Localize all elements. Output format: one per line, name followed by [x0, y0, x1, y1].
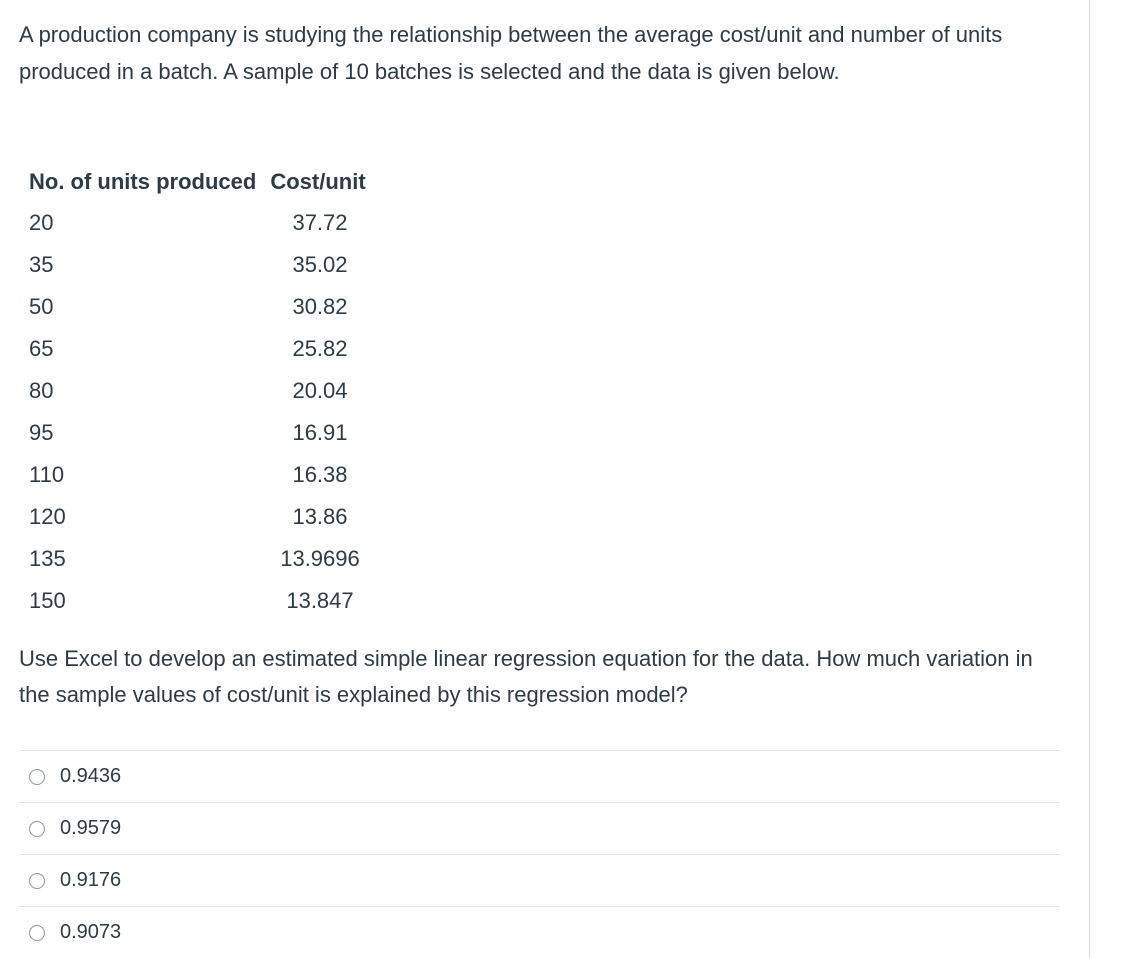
answer-label: 0.9579	[60, 817, 122, 839]
table-row: 120 13.86	[19, 496, 370, 538]
answer-option[interactable]: 0.9176	[19, 854, 1060, 906]
cost-cell: 37.72	[292, 210, 348, 235]
table-row: 50 30.82	[19, 286, 370, 328]
cost-cell: 13.9696	[280, 546, 360, 571]
radio-button[interactable]	[29, 924, 45, 941]
answer-label: 0.9176	[60, 869, 122, 891]
radio-button[interactable]	[29, 872, 45, 889]
answer-options: 0.9436 0.9579 0.9176 0.9073	[19, 750, 1060, 958]
answer-option[interactable]: 0.9579	[19, 802, 1060, 854]
cost-cell: 20.04	[292, 378, 348, 403]
table-row: 110 16.38	[19, 454, 370, 496]
table-row: 35 35.02	[19, 244, 370, 286]
header-units: No. of units produced	[29, 169, 257, 194]
question-intro: A production company is studying the rel…	[19, 22, 1003, 84]
cost-cell: 30.82	[292, 294, 348, 319]
units-cell: 50	[29, 294, 54, 319]
units-cell: 135	[29, 546, 66, 571]
units-cell: 110	[29, 462, 65, 487]
cost-cell: 13.86	[292, 504, 348, 529]
table-row: 65 25.82	[19, 328, 370, 370]
answer-label: 0.9073	[60, 921, 122, 943]
cost-cell: 35.02	[292, 252, 348, 277]
answer-label: 0.9436	[60, 765, 122, 787]
table-header-row: No. of units produced Cost/unit	[19, 162, 370, 202]
cost-cell: 16.38	[292, 462, 348, 487]
table-row: 150 13.847	[19, 580, 370, 622]
table-row: 20 37.72	[19, 202, 370, 244]
table-row: 95 16.91	[19, 412, 370, 454]
units-cell: 150	[29, 588, 66, 613]
data-table: No. of units produced Cost/unit 20 37.72…	[19, 162, 370, 622]
units-cell: 20	[29, 210, 54, 235]
units-cell: 95	[29, 420, 54, 445]
answer-option[interactable]: 0.9073	[19, 906, 1060, 958]
question-prompt: Use Excel to develop an estimated simple…	[19, 646, 1033, 707]
table-row: 80 20.04	[19, 370, 370, 412]
radio-button[interactable]	[29, 820, 45, 837]
units-cell: 80	[29, 378, 54, 403]
radio-button[interactable]	[29, 768, 45, 785]
cost-cell: 13.847	[286, 588, 354, 613]
answer-option[interactable]: 0.9436	[19, 750, 1060, 802]
cost-cell: 16.91	[292, 420, 348, 445]
table-row: 135 13.9696	[19, 538, 370, 580]
units-cell: 65	[29, 336, 54, 361]
panel-divider	[1089, 0, 1090, 958]
units-cell: 35	[29, 252, 54, 277]
units-cell: 120	[29, 504, 66, 529]
cost-cell: 25.82	[292, 336, 348, 361]
header-cost: Cost/unit	[270, 169, 366, 194]
